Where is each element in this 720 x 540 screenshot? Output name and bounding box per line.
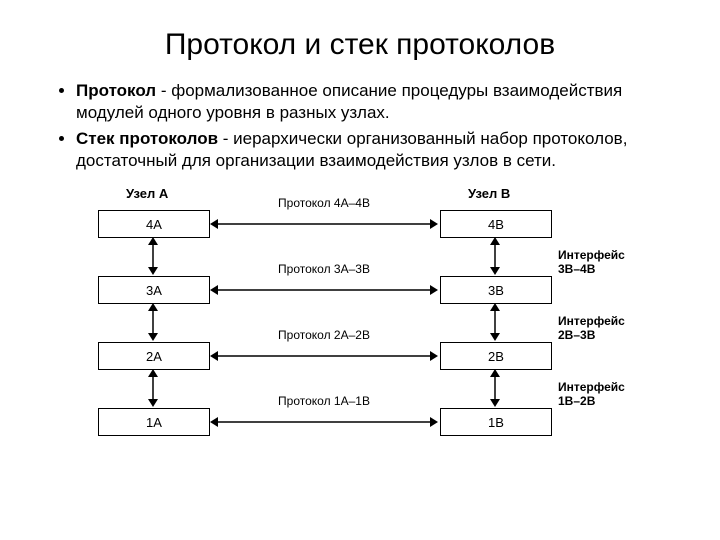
slide-title: Протокол и стек протоколов	[48, 28, 672, 62]
bullet-list: Протокол - формализованное описание проц…	[48, 80, 672, 172]
protocol-stack-diagram: Узел AУзел B4A4BПротокол 4A–4B3A3BПроток…	[80, 186, 640, 496]
list-item: Стек протоколов - иерархически организов…	[76, 128, 672, 172]
term: Стек протоколов	[76, 129, 218, 148]
term: Протокол	[76, 81, 156, 100]
bullet-text: - формализованное описание процедуры вза…	[76, 81, 622, 122]
list-item: Протокол - формализованное описание проц…	[76, 80, 672, 124]
interface-label: Интерфейс 1B–2B	[558, 380, 640, 408]
vertical-arrow	[80, 186, 640, 496]
